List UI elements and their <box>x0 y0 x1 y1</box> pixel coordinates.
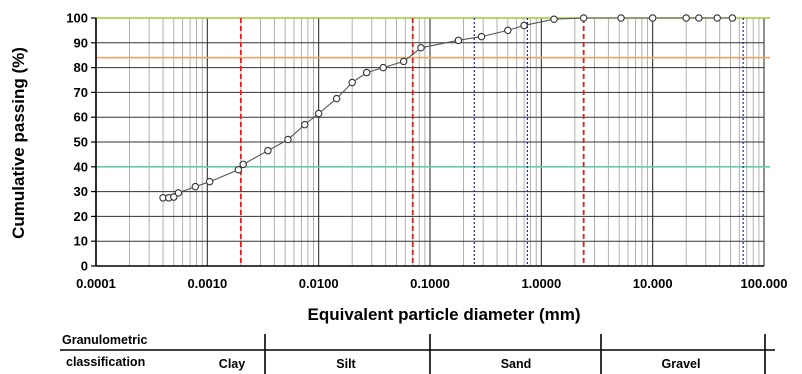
data-point <box>264 146 272 155</box>
data-point <box>239 160 247 169</box>
class-label-sand: Sand <box>501 357 532 371</box>
data-point <box>617 14 625 22</box>
data-point <box>682 14 690 22</box>
y-tick-label: 60 <box>74 110 88 125</box>
x-tick-label: 1.0000 <box>521 276 561 291</box>
data-point <box>174 189 183 197</box>
data-point <box>399 57 408 66</box>
data-point <box>504 26 512 35</box>
classification-header-line1: Granulometric <box>62 333 147 347</box>
data-point <box>301 120 309 129</box>
classification-header-line2: classification <box>66 355 145 369</box>
y-tick-label: 10 <box>74 234 88 249</box>
y-tick-label: 80 <box>74 60 88 75</box>
data-point <box>362 68 371 77</box>
data-point <box>348 78 356 87</box>
x-tick-labels: 0.0001 0.0010 0.0100 0.1000 1.0000 10.000 100.… <box>76 276 787 291</box>
data-point <box>477 32 486 41</box>
y-tick-label: 30 <box>74 184 88 199</box>
axes <box>91 17 764 267</box>
data-point <box>648 14 657 22</box>
data-point <box>417 44 425 52</box>
class-label-gravel: Gravel <box>662 357 701 371</box>
y-tick-label: 100 <box>66 11 88 26</box>
data-point <box>205 177 214 186</box>
y-tick-label: 90 <box>74 35 88 50</box>
data-point <box>579 14 588 22</box>
classification-table: Granulometric classification Clay Silt S… <box>60 333 775 374</box>
x-tick-label: 0.1000 <box>410 276 450 291</box>
x-tick-label: 10.000 <box>633 276 673 291</box>
data-point <box>695 14 703 22</box>
data-point <box>550 15 558 23</box>
data-point <box>728 14 737 22</box>
y-tick-label: 20 <box>74 209 88 224</box>
data-point <box>454 36 463 45</box>
data-point <box>284 135 292 144</box>
series-line <box>163 17 733 199</box>
y-tick-labels: 0 10 20 30 40 50 60 70 80 90 100 <box>66 11 88 274</box>
data-point <box>713 14 721 22</box>
data-point <box>170 193 178 201</box>
x-tick-label: 0.0010 <box>187 276 227 291</box>
data-point <box>314 109 323 118</box>
x-tick-label: 0.0100 <box>299 276 339 291</box>
x-tick-label: 0.0001 <box>76 276 116 291</box>
data-point <box>234 166 243 174</box>
data-point <box>332 94 341 103</box>
x-axis-title: Equivalent particle diameter (mm) <box>307 305 580 324</box>
x-tick-label: 100.000 <box>741 276 788 291</box>
y-tick-label: 40 <box>74 159 88 174</box>
class-label-clay: Clay <box>219 357 245 371</box>
data-point <box>520 21 528 30</box>
data-point <box>379 63 387 72</box>
data-series <box>159 14 737 202</box>
class-label-silt: Silt <box>336 357 356 371</box>
y-tick-label: 0 <box>81 259 88 274</box>
y-tick-label: 70 <box>74 85 88 100</box>
y-axis-title: Cumulative passing (%) <box>9 47 28 239</box>
data-point <box>191 182 200 191</box>
y-tick-label: 50 <box>74 135 88 150</box>
